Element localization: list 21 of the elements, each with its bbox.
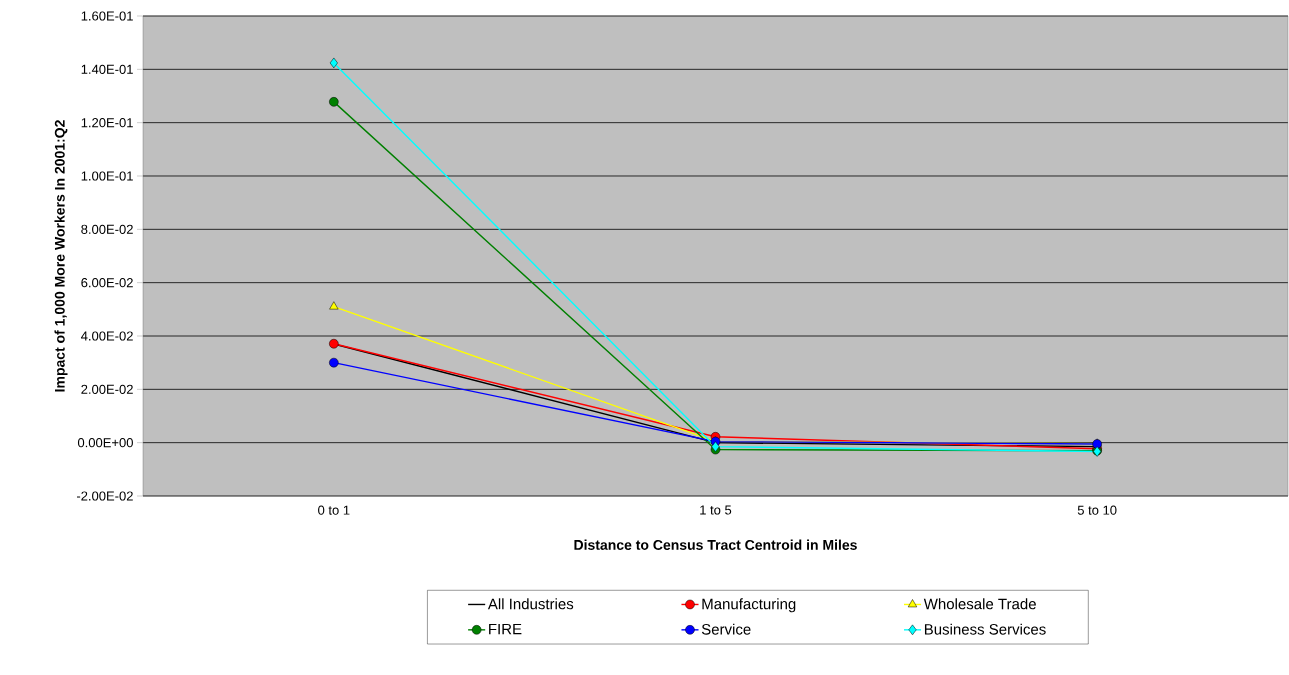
y-tick-label: 0.00E+00: [77, 438, 133, 448]
y-tick-label: 1.40E-01: [81, 64, 133, 74]
y-tick-label: 6.00E-02: [81, 278, 133, 288]
legend-label: Business Services: [924, 623, 1046, 635]
legend-label: Manufacturing: [702, 598, 796, 613]
legend-label: All Industries: [487, 598, 574, 610]
y-tick-label: 8.00E-02: [81, 224, 133, 234]
legend-label: Service: [701, 623, 751, 635]
y-tick-label: 2.00E-02: [81, 384, 133, 394]
x-tick-label: 0 to 1: [318, 505, 350, 515]
legend-label: Wholesale Trade: [923, 598, 1036, 610]
x-axis-title: Distance to Census Tract Centroid in Miles: [574, 539, 857, 550]
y-tick-label: 1.00E-01: [81, 171, 133, 181]
y-tick-label: 1.20E-01: [81, 118, 133, 128]
y-tick-label: 4.00E-02: [81, 331, 133, 341]
x-tick-label: 1 to 5: [700, 505, 732, 515]
x-tick-label: 5 to 10: [1077, 505, 1117, 515]
y-axis-title: Impact of 1,000 More Workers In 2001:Q2: [54, 120, 68, 392]
y-tick-label: -2.00E-02: [76, 491, 133, 501]
legend-label: FIRE: [489, 623, 522, 635]
y-tick-label: 1.60E-01: [81, 11, 133, 21]
